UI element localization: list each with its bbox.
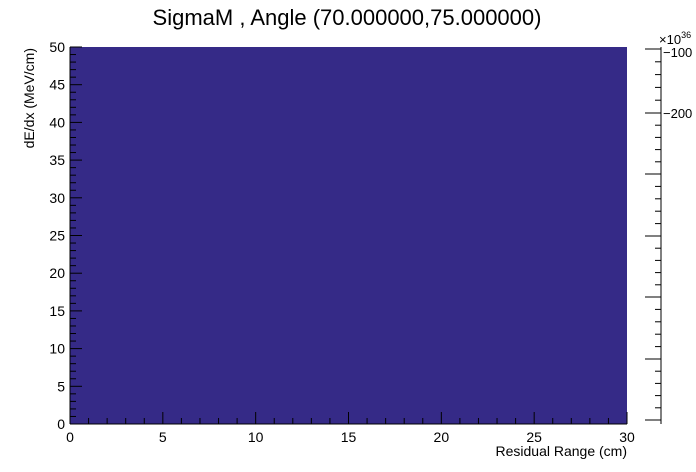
x-tick-label: 30 (619, 429, 635, 445)
heatmap-area (70, 47, 627, 424)
y-tick-label: 0 (57, 416, 65, 432)
x-tick-label: 5 (159, 429, 167, 445)
y-tick-label: 15 (49, 303, 65, 319)
colorbar-tick-label: −100 (663, 45, 692, 60)
y-tick-label: 30 (49, 190, 65, 206)
colorbar-axis: ×1036 −100 −200 (645, 30, 692, 424)
y-tick-label: 5 (57, 378, 65, 394)
y-tick-label: 20 (49, 265, 65, 281)
y-tick-label: 35 (49, 152, 65, 168)
y-tick-label: 45 (49, 77, 65, 93)
x-tick-label: 10 (248, 429, 264, 445)
y-axis-label: dE/dx (MeV/cm) (21, 48, 37, 148)
y-axis: 0 5 10 15 20 25 30 35 40 45 50 (49, 39, 82, 432)
y-tick-label: 40 (49, 114, 65, 130)
x-tick-label: 15 (341, 429, 357, 445)
colorbar-exponent: ×1036 (659, 30, 691, 47)
x-axis-label: Residual Range (cm) (496, 443, 628, 459)
colorbar-exponent-base: ×10 (659, 32, 681, 47)
colorbar-tick-label: −200 (663, 106, 692, 121)
x-tick-label: 25 (526, 429, 542, 445)
x-tick-label: 0 (66, 429, 74, 445)
y-tick-label: 50 (49, 39, 65, 55)
y-tick-label: 25 (49, 228, 65, 244)
colorbar-exponent-power: 36 (681, 30, 691, 40)
chart-title: SigmaM , Angle (70.000000,75.000000) (153, 5, 542, 30)
y-tick-label: 10 (49, 341, 65, 357)
x-tick-label: 20 (434, 429, 450, 445)
x-axis: 0 5 10 15 20 25 30 (66, 412, 635, 445)
